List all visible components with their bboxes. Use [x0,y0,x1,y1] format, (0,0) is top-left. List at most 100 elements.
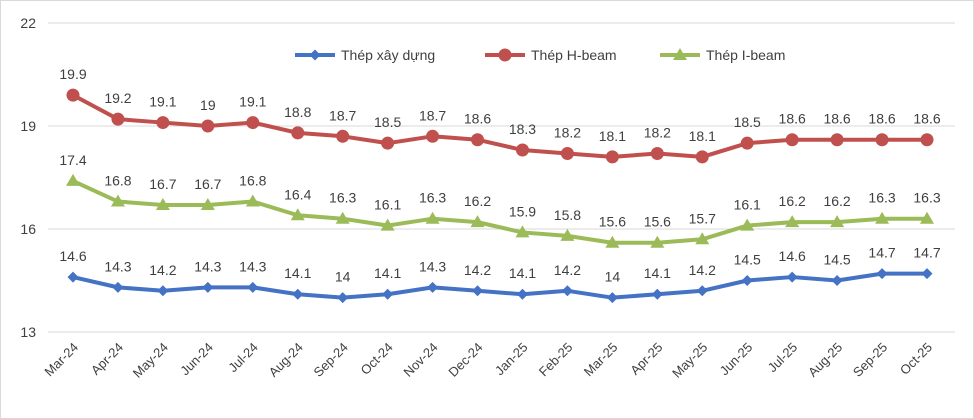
data-point [605,150,619,164]
data-label: 16.4 [284,186,311,202]
data-point [920,133,934,147]
data-label: 16.3 [419,190,446,206]
data-label: 18.6 [913,111,940,127]
data-point [426,129,440,143]
data-point [786,271,798,283]
data-label: 14.3 [194,258,221,274]
data-label: 14.1 [509,265,536,281]
data-label: 18.6 [779,111,806,127]
series-line-0 [72,271,927,300]
data-label: 18.3 [509,121,536,137]
data-point [696,285,708,297]
data-point [516,288,528,300]
data-point [66,88,80,102]
data-point [472,285,484,297]
data-label: 16.2 [779,193,806,209]
data-point [246,116,260,130]
data-point [740,136,754,150]
data-point [337,292,349,304]
data-label: 19 [200,97,216,113]
data-label: 16.1 [374,197,401,213]
data-point [290,208,305,221]
data-label: 15.9 [509,203,536,219]
data-label: 18.2 [554,124,581,140]
data-point [200,197,215,210]
data-label: 18.7 [329,107,356,123]
data-label: 18.6 [464,111,491,127]
data-label: 14 [335,269,351,285]
data-point [427,281,439,293]
legend-marker [309,49,321,61]
data-label: 14.6 [779,248,806,264]
data-point [382,288,394,300]
data-point [515,225,530,238]
data-point [247,281,259,293]
data-point [876,268,888,280]
data-point [560,146,574,160]
data-label: 16.1 [734,197,761,213]
data-point [605,235,620,248]
data-point [651,288,663,300]
data-label: 18.1 [689,128,716,144]
data-label: 14.6 [59,248,86,264]
data-point [155,197,170,210]
data-label: 14.1 [374,265,401,281]
y-tick-label: 22 [20,15,36,31]
data-label: 17.4 [59,152,86,168]
data-label: 18.8 [284,104,311,120]
data-point [695,150,709,164]
data-label: 18.1 [599,128,626,144]
data-label: 16.3 [329,190,356,206]
data-point [67,271,79,283]
data-label: 14.5 [734,252,761,268]
data-point [830,215,845,228]
data-point [875,133,889,147]
data-label: 14.1 [644,265,671,281]
data-point [830,133,844,147]
data-label: 15.7 [689,210,716,226]
data-label: 16.7 [194,176,221,192]
data-label: 14.1 [284,265,311,281]
data-point [471,133,485,147]
data-label: 14.3 [239,258,266,274]
data-point [292,288,304,300]
data-label: 18.5 [374,114,401,130]
data-point [921,268,933,280]
data-label: 16.7 [149,176,176,192]
data-label: 14.7 [868,245,895,261]
data-label: 18.6 [868,111,895,127]
data-label: 14.3 [419,258,446,274]
data-point [831,275,843,286]
data-label: 18.6 [823,111,850,127]
data-label: 18.7 [419,107,446,123]
data-point [561,285,573,297]
data-point [380,218,395,231]
data-point [650,235,665,248]
y-tick-label: 19 [20,118,36,134]
data-label: 15.6 [599,214,626,230]
legend-label: Thép H-beam [531,47,617,63]
data-label: 16.3 [913,190,940,206]
data-label: 19.1 [149,94,176,110]
data-point [291,126,305,140]
data-label: 15.8 [554,207,581,223]
data-point [157,285,169,297]
data-point [741,275,753,286]
legend-marker [498,48,512,62]
data-point [110,194,125,207]
legend-label: Thép xây dựng [341,47,435,63]
data-label: 14.2 [149,262,176,278]
data-point [470,215,485,228]
y-tick-label: 16 [20,221,36,237]
data-label: 18.2 [644,124,671,140]
data-point [650,146,664,160]
data-label: 19.9 [59,66,86,82]
data-point [66,173,80,186]
data-point [111,112,125,126]
data-point [335,211,350,224]
data-label: 16.3 [868,190,895,206]
data-label: 14.2 [554,262,581,278]
data-label: 16.2 [464,193,491,209]
